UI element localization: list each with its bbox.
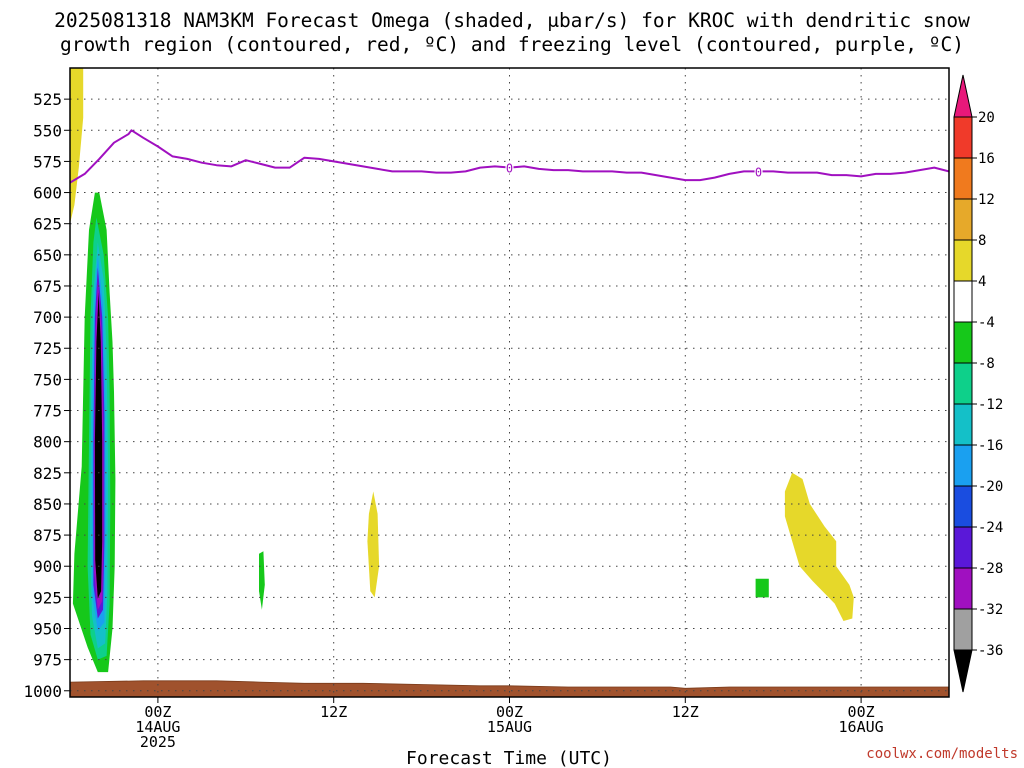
y-tick-label-15: 900 — [33, 557, 62, 576]
colorbar-swatch-4 — [953, 280, 973, 323]
colorbar-swatch-6 — [953, 362, 973, 405]
colorbar-swatch-1 — [953, 157, 973, 200]
omega-region-11 — [784, 472, 854, 621]
y-tick-label-19: 1000 — [23, 682, 62, 701]
y-tick-label-2: 575 — [33, 152, 62, 171]
x-axis-title: Forecast Time (UTC) — [406, 748, 612, 768]
x-tick-label-0-3: 2025 — [140, 733, 176, 751]
colorbar-label-12: -32 — [978, 602, 1003, 618]
y-tick-label-16: 925 — [33, 588, 62, 607]
y-tick-label-4: 625 — [33, 215, 62, 234]
terrain-surface — [70, 680, 949, 697]
x-tick-label-4-2: 16AUG — [839, 718, 884, 736]
x-tick-label-0-2: 14AUG — [135, 718, 180, 736]
colorbar-label-2: 12 — [978, 192, 995, 208]
freezing-label-1: 0 — [755, 165, 762, 179]
colorbar-swatch-7 — [953, 403, 973, 446]
colorbar-swatch-2 — [953, 198, 973, 241]
colorbar-legend: 20 16 12 8 4 -4 -8 -12 -16 -20 -24 -28 -32 -36 — [953, 74, 1003, 693]
y-tick-label-17: 950 — [33, 619, 62, 638]
y-tick-label-14: 875 — [33, 526, 62, 545]
y-tick-label-7: 700 — [33, 308, 62, 327]
colorbar-swatch-9 — [953, 485, 973, 528]
colorbar-swatch-8 — [953, 444, 973, 487]
colorbar-label-8: -16 — [978, 438, 1003, 454]
colorbar-label-6: -8 — [978, 356, 995, 372]
freezing-label-bg-0 — [505, 160, 514, 174]
colorbar-label-7: -12 — [978, 397, 1003, 413]
colorbar-label-11: -28 — [978, 561, 1003, 577]
colorbar-bottom-arrow — [953, 649, 973, 693]
omega-shading — [70, 68, 854, 673]
colorbar-label-1: 16 — [978, 151, 995, 167]
chart-title-line1: 2025081318 NAM3KM Forecast Omega (shaded… — [54, 9, 970, 32]
omega-region-7 — [94, 292, 103, 599]
x-tick-label-3-1: 12Z — [672, 703, 699, 721]
site-credit[interactable]: coolwx.com/modelts — [866, 746, 1018, 762]
y-tick-label-5: 650 — [33, 246, 62, 265]
terrain-fill — [70, 680, 949, 697]
y-tick-label-12: 825 — [33, 464, 62, 483]
colorbar-label-4: 4 — [978, 274, 986, 290]
colorbar-swatch-12 — [953, 608, 973, 651]
x-tick-label-0-1: 00Z — [144, 703, 171, 721]
colorbar-swatch-11 — [953, 567, 973, 610]
y-axis: 525 550 575 600 625 650 675 700 725 750 775 800 825 8… — [23, 90, 70, 701]
y-tick-label-6: 675 — [33, 277, 62, 296]
colorbar-swatch-5 — [953, 321, 973, 364]
freezing-label-bg-1 — [754, 164, 763, 178]
colorbar-label-10: -24 — [978, 520, 1003, 536]
colorbar-top-arrow — [953, 74, 973, 118]
colorbar-label-3: 8 — [978, 233, 986, 249]
chart-title-line2: growth region (contoured, red, ºC) and f… — [60, 33, 964, 56]
colorbar-label-9: -20 — [978, 479, 1003, 495]
y-tick-label-11: 800 — [33, 433, 62, 452]
freezing-level-line — [70, 129, 949, 184]
omega-region-0 — [70, 68, 84, 224]
y-tick-label-1: 550 — [33, 121, 62, 140]
colorbar-swatch-3 — [953, 239, 973, 282]
colorbar-label-0: 20 — [978, 110, 995, 126]
y-tick-label-9: 750 — [33, 370, 62, 389]
omega-region-8 — [259, 551, 265, 610]
y-tick-label-10: 775 — [33, 402, 62, 421]
y-tick-label-0: 525 — [33, 90, 62, 109]
colorbar-label-5: -4 — [978, 315, 995, 331]
colorbar-swatch-10 — [953, 526, 973, 569]
x-tick-label-4-1: 00Z — [848, 703, 875, 721]
omega-region-9 — [367, 491, 380, 598]
colorbar-label-13: -36 — [978, 643, 1003, 659]
y-tick-label-18: 975 — [33, 651, 62, 670]
y-tick-label-13: 850 — [33, 495, 62, 514]
y-tick-label-3: 600 — [33, 184, 62, 203]
omega-region-10 — [755, 578, 769, 598]
x-tick-label-2-2: 15AUG — [487, 718, 532, 736]
x-tick-label-1-1: 12Z — [320, 703, 347, 721]
y-tick-label-8: 725 — [33, 339, 62, 358]
freezing-label-0: 0 — [506, 162, 513, 176]
x-tick-label-2-1: 00Z — [496, 703, 523, 721]
colorbar-swatch-0 — [953, 116, 973, 159]
